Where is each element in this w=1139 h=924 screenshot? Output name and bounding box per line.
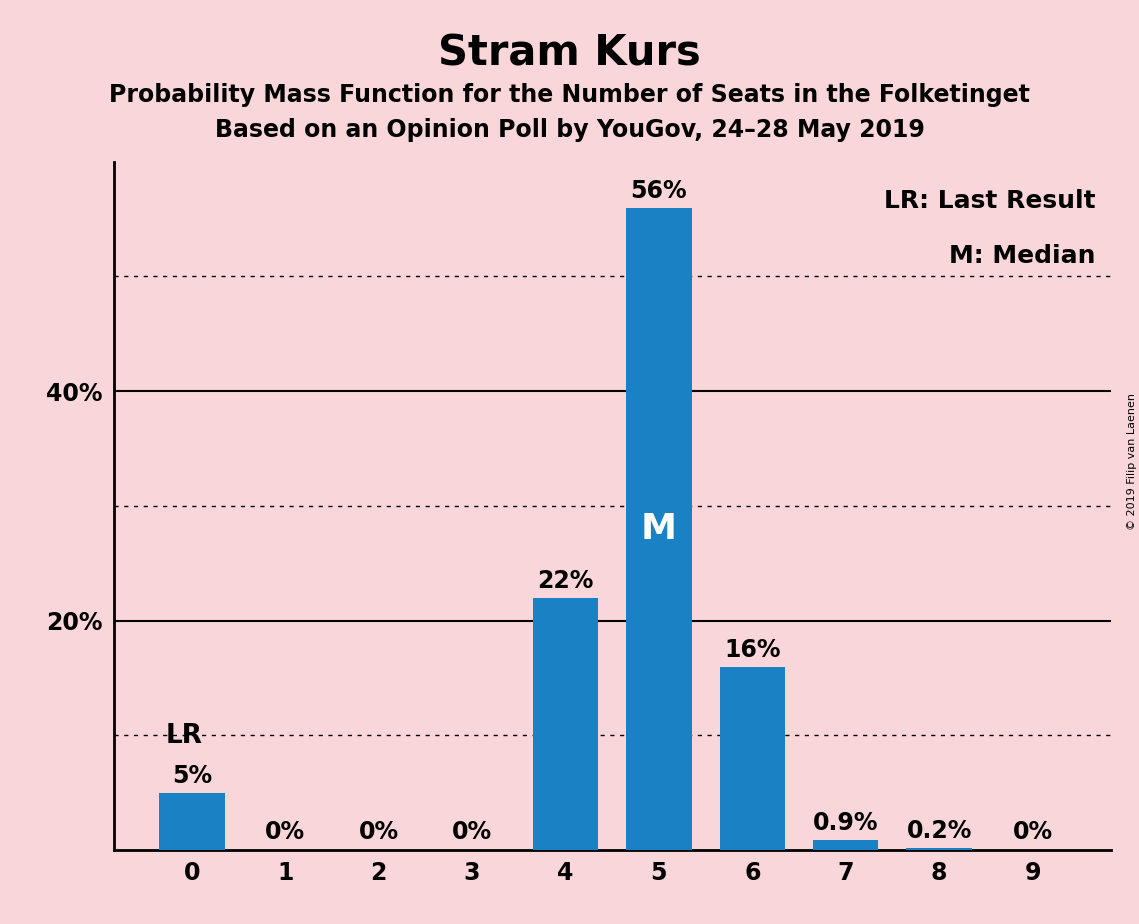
Text: LR: LR — [166, 723, 203, 749]
Bar — [907, 848, 972, 850]
Text: © 2019 Filip van Laenen: © 2019 Filip van Laenen — [1126, 394, 1137, 530]
Text: 22%: 22% — [538, 569, 593, 593]
Text: M: Median: M: Median — [949, 244, 1096, 268]
Bar — [626, 208, 691, 850]
Text: 0%: 0% — [265, 821, 305, 845]
Text: 0.2%: 0.2% — [907, 820, 972, 844]
Text: 5%: 5% — [172, 764, 212, 788]
Text: Based on an Opinion Poll by YouGov, 24–28 May 2019: Based on an Opinion Poll by YouGov, 24–2… — [214, 118, 925, 142]
Text: 0%: 0% — [359, 821, 399, 845]
Bar — [533, 598, 598, 850]
Text: 56%: 56% — [631, 179, 687, 203]
Text: M: M — [641, 512, 677, 546]
Text: LR: Last Result: LR: Last Result — [884, 189, 1096, 213]
Text: 0%: 0% — [452, 821, 492, 845]
Text: 16%: 16% — [724, 638, 780, 662]
Bar — [813, 840, 878, 850]
Text: Probability Mass Function for the Number of Seats in the Folketinget: Probability Mass Function for the Number… — [109, 83, 1030, 107]
Text: 0.9%: 0.9% — [813, 811, 878, 835]
Text: Stram Kurs: Stram Kurs — [439, 32, 700, 74]
Bar — [159, 793, 224, 850]
Text: 0%: 0% — [1013, 821, 1052, 845]
Bar — [720, 666, 785, 850]
